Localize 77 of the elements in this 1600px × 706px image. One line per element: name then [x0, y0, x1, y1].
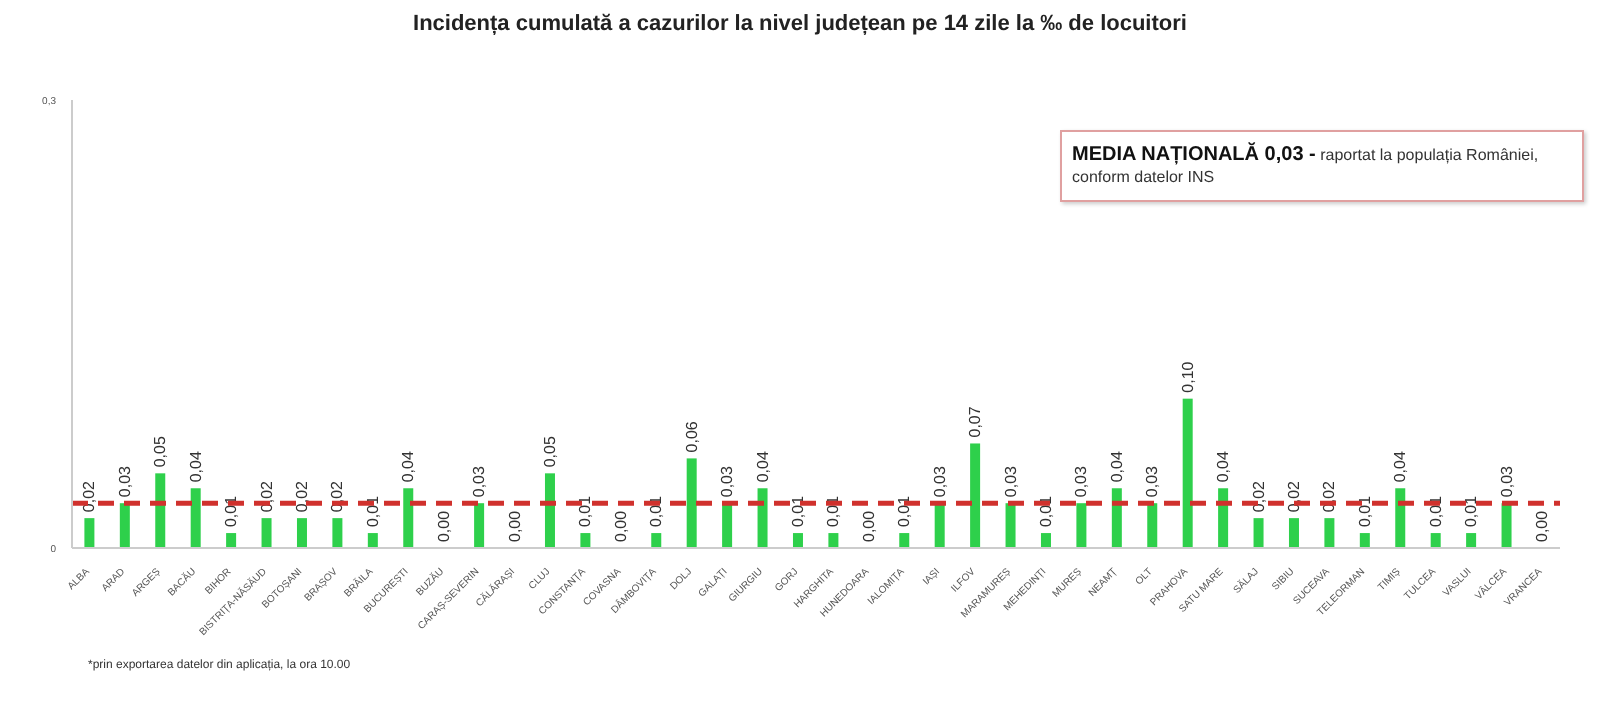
bar — [155, 473, 166, 548]
data-label: 0,10 — [1178, 360, 1197, 393]
bar — [119, 503, 130, 548]
data-label: 0,02 — [1284, 479, 1303, 513]
bar — [1182, 398, 1193, 548]
data-label: 0,04 — [753, 450, 772, 483]
bar — [1005, 503, 1016, 548]
data-label: 0,03 — [470, 464, 489, 498]
bar — [544, 473, 555, 548]
data-label: 0,01 — [1426, 494, 1445, 528]
data-label: 0,01 — [1462, 494, 1481, 528]
data-label: 0,01 — [363, 494, 382, 528]
data-label: 0,05 — [151, 435, 170, 468]
bar — [332, 518, 343, 548]
data-label: 0,03 — [718, 464, 737, 498]
bar — [757, 488, 768, 548]
data-label: 0,01 — [895, 494, 914, 528]
bar — [792, 533, 803, 548]
data-label: 0,00 — [859, 509, 878, 542]
data-label: 0,00 — [611, 509, 630, 542]
data-label: 0,02 — [292, 479, 311, 513]
bar — [296, 518, 307, 548]
data-label: 0,07 — [966, 405, 985, 438]
bar — [651, 533, 662, 548]
bar — [367, 533, 378, 548]
data-label: 0,00 — [434, 509, 453, 542]
bar — [722, 503, 733, 548]
bar — [934, 503, 945, 548]
bar — [1324, 518, 1335, 548]
data-label: 0,03 — [930, 464, 949, 498]
bar — [970, 443, 981, 548]
data-label: 0,01 — [1036, 494, 1055, 528]
annotation: MEDIA NAȚIONALĂ 0,03 - — [1072, 144, 1316, 166]
bar — [1288, 518, 1299, 548]
data-label: 0,02 — [1249, 479, 1268, 513]
data-label: 0,04 — [1107, 450, 1126, 483]
bar — [1501, 503, 1512, 548]
data-label: 0,03 — [1497, 464, 1516, 498]
data-label: 0,01 — [788, 494, 807, 528]
bar — [1395, 488, 1406, 548]
data-label: 0,01 — [647, 494, 666, 528]
data-label: 0,03 — [1072, 464, 1091, 498]
bar — [828, 533, 839, 548]
bar — [226, 533, 237, 548]
data-label: 0,01 — [222, 494, 241, 528]
data-label: 0,03 — [1001, 464, 1020, 498]
data-label: 0,03 — [1143, 464, 1162, 498]
bar — [1040, 533, 1051, 548]
bar — [1359, 533, 1370, 548]
bar — [1466, 533, 1477, 548]
data-label: 0,00 — [1532, 509, 1551, 542]
data-label: 0,04 — [399, 450, 418, 483]
data-label: 0,02 — [80, 479, 99, 513]
data-label: 0,06 — [682, 420, 701, 453]
bar — [1111, 488, 1122, 548]
bar — [899, 533, 910, 548]
bar — [261, 518, 272, 548]
bar — [1076, 503, 1087, 548]
bar — [1218, 488, 1229, 548]
bar — [474, 503, 485, 548]
data-label: 0,01 — [576, 494, 595, 528]
bar — [190, 488, 201, 548]
chart-title: Incidența cumulată a cazurilor la nivel județean pe 14 zile la ‰ de locuitori — [411, 12, 1189, 36]
bar — [1147, 503, 1158, 548]
data-label: 0,00 — [505, 509, 524, 542]
bar — [1253, 518, 1264, 548]
data-label: 0,05 — [540, 435, 559, 468]
data-label: 0,03 — [115, 464, 134, 498]
bar — [84, 518, 95, 548]
bar — [686, 458, 697, 548]
data-label: 0,04 — [1214, 450, 1233, 483]
data-label: 0,01 — [1355, 494, 1374, 528]
bar — [580, 533, 591, 548]
bar — [1430, 533, 1441, 548]
bar — [403, 488, 414, 548]
data-label: 0,04 — [1391, 450, 1410, 483]
data-label: 0,04 — [186, 450, 205, 483]
